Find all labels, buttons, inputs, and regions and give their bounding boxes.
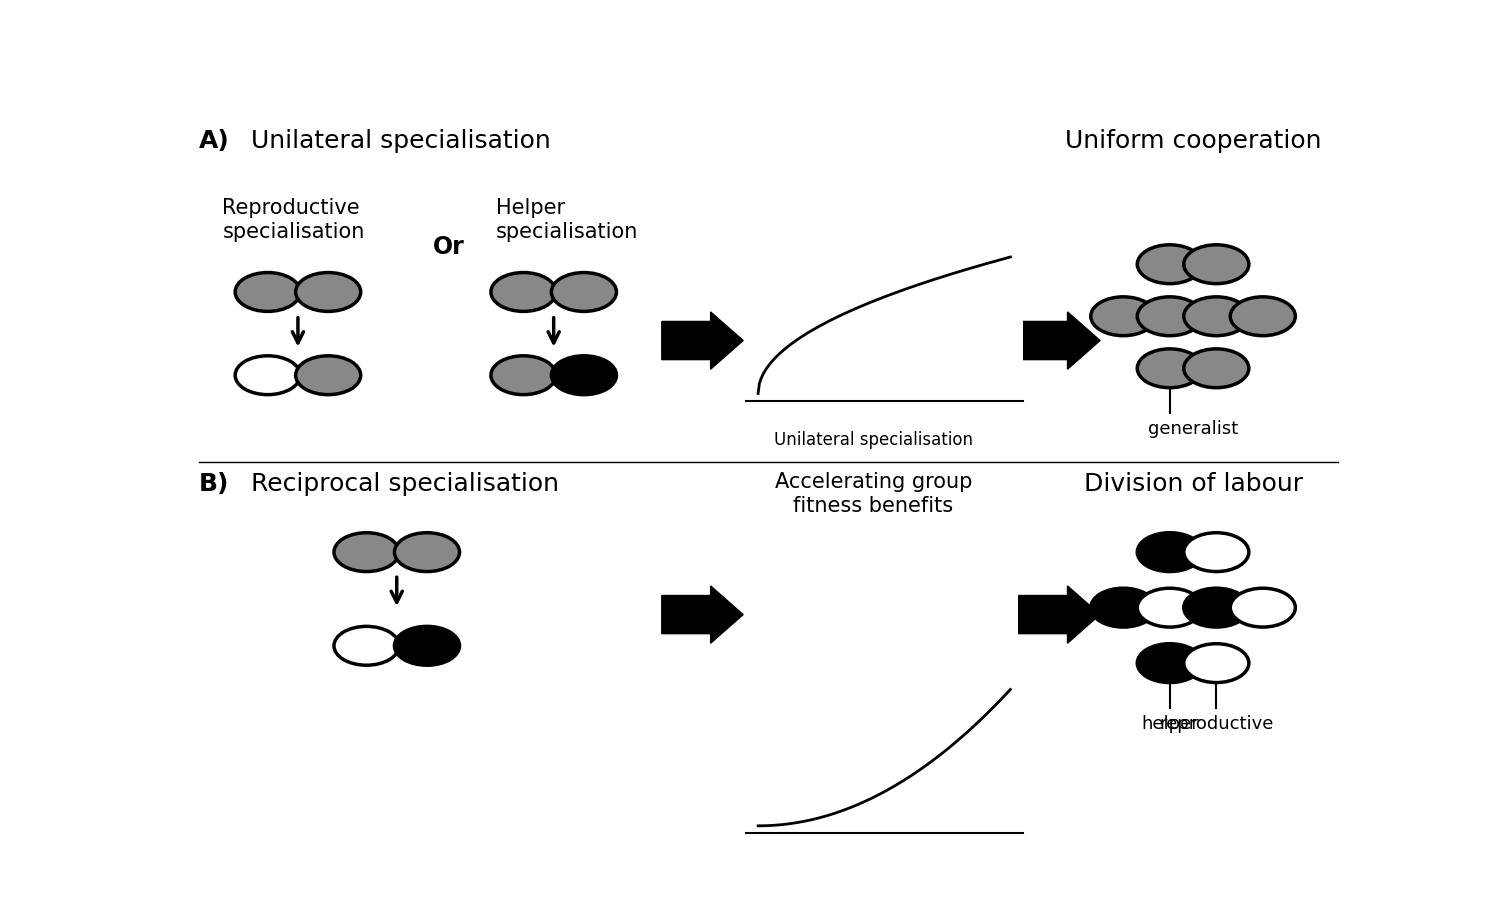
- Text: Uniform cooperation: Uniform cooperation: [1065, 129, 1322, 153]
- Circle shape: [1230, 588, 1296, 627]
- Circle shape: [1230, 296, 1296, 336]
- Text: Division of labour: Division of labour: [1083, 472, 1302, 496]
- Circle shape: [394, 532, 459, 571]
- Circle shape: [1184, 349, 1250, 387]
- Circle shape: [552, 272, 616, 312]
- Text: Reciprocal specialisation: Reciprocal specialisation: [252, 472, 560, 496]
- Circle shape: [1184, 245, 1250, 284]
- FancyArrow shape: [662, 312, 742, 369]
- FancyArrow shape: [1019, 586, 1100, 643]
- Text: A): A): [200, 129, 230, 153]
- Text: Diminishing group
fitness benefits: Diminishing group fitness benefits: [778, 264, 969, 307]
- Circle shape: [552, 356, 616, 395]
- Circle shape: [1137, 643, 1203, 683]
- Circle shape: [490, 272, 556, 312]
- Circle shape: [334, 626, 399, 665]
- Text: Helper
specialisation: Helper specialisation: [495, 198, 638, 241]
- Circle shape: [1184, 296, 1250, 336]
- FancyArrow shape: [1019, 312, 1100, 369]
- Circle shape: [1137, 296, 1203, 336]
- Circle shape: [490, 356, 556, 395]
- Circle shape: [1184, 588, 1250, 627]
- Circle shape: [334, 532, 399, 571]
- Circle shape: [296, 356, 360, 395]
- Circle shape: [1137, 588, 1203, 627]
- Circle shape: [296, 272, 360, 312]
- Text: generalist: generalist: [1148, 420, 1238, 438]
- Text: Or: Or: [433, 235, 465, 259]
- Text: reproductive: reproductive: [1160, 715, 1274, 733]
- Circle shape: [1137, 349, 1203, 387]
- Circle shape: [1137, 532, 1203, 571]
- Text: Accelerating group
fitness benefits: Accelerating group fitness benefits: [774, 472, 972, 515]
- Circle shape: [1090, 296, 1156, 336]
- Text: Reciprocal specialisation: Reciprocal specialisation: [771, 764, 975, 782]
- Circle shape: [1184, 532, 1250, 571]
- Circle shape: [236, 356, 300, 395]
- Circle shape: [1090, 588, 1156, 627]
- Circle shape: [236, 272, 300, 312]
- Circle shape: [1137, 245, 1203, 284]
- Circle shape: [394, 626, 459, 665]
- Text: B): B): [200, 472, 230, 496]
- Text: Reproductive
specialisation: Reproductive specialisation: [222, 198, 364, 241]
- Text: helper: helper: [1142, 715, 1198, 733]
- Circle shape: [1184, 643, 1250, 683]
- Text: Unilateral specialisation: Unilateral specialisation: [252, 129, 550, 153]
- Text: Unilateral specialisation: Unilateral specialisation: [774, 431, 974, 449]
- FancyArrow shape: [662, 586, 742, 643]
